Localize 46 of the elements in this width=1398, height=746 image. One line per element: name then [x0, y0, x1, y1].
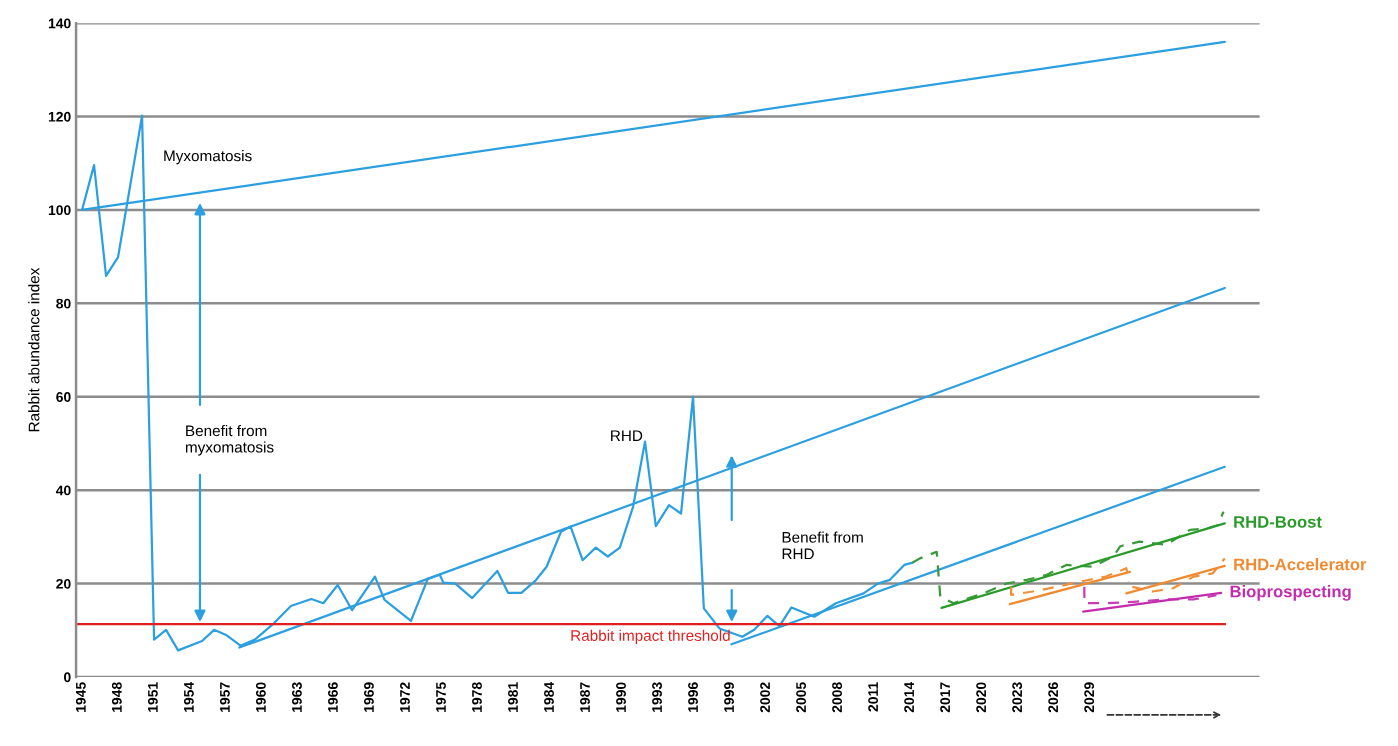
y-tick-label: 60: [56, 392, 71, 402]
x-tick-label: 1990: [616, 682, 626, 712]
annotation: Benefit from RHD: [782, 531, 863, 560]
x-tick-label: 2023: [1012, 682, 1023, 713]
x-tick-label: 1975: [436, 682, 446, 712]
x-tick-label: 1948: [111, 682, 122, 712]
x-tick-label: 2002: [760, 682, 770, 713]
x-tick-label: 1960: [256, 682, 266, 712]
x-tick-label: 2029: [1084, 682, 1095, 713]
y-tick-label: 120: [48, 111, 71, 122]
x-tick-label: 1945: [75, 682, 86, 712]
x-tick-label: 1981: [508, 682, 518, 712]
y-tick-label: 0: [64, 672, 71, 683]
y-tick-label: 140: [48, 18, 71, 29]
x-tick-label: 2020: [976, 682, 987, 713]
x-tick-label: 1999: [724, 682, 734, 712]
series-label: RHD-Accelerator: [1234, 558, 1367, 571]
x-tick-label: 1996: [688, 682, 698, 712]
y-tick-label: 40: [55, 485, 71, 496]
series-label: RHD-Boost: [1234, 516, 1322, 528]
x-tick-label: 1972: [400, 682, 410, 712]
y-axis-title: Rabbit abundance index: [28, 267, 40, 432]
x-tick-label: 1969: [364, 682, 374, 712]
x-tick-label: 1987: [580, 682, 590, 712]
x-tick-label: 1954: [183, 681, 194, 712]
x-tick-label: 1966: [328, 682, 338, 712]
x-tick-label: 1993: [652, 682, 662, 712]
y-tick-label: 100: [48, 205, 71, 216]
x-tick-label: 1984: [544, 681, 554, 712]
x-tick-label: 1963: [292, 682, 302, 712]
x-tick-label: 2014: [904, 681, 915, 713]
annotation: RHD: [611, 430, 643, 441]
x-tick-label: 2005: [796, 682, 806, 713]
annotation: Myxomatosis: [164, 150, 252, 165]
ref-line-label: Rabbit impact threshold: [571, 629, 730, 645]
x-tick-label: 1951: [147, 682, 158, 712]
x-tick-label: 2011: [868, 682, 879, 712]
x-tick-label: 2008: [832, 682, 842, 713]
x-tick-label: 2026: [1048, 682, 1059, 713]
y-tick-label: 20: [56, 578, 71, 589]
series-label: Bioprospecting: [1230, 585, 1351, 601]
x-tick-label: 2017: [940, 682, 951, 713]
x-tick-label: 1957: [219, 682, 230, 712]
x-tick-label: 1978: [472, 682, 482, 712]
annotation: Benefit from myxomatosis: [185, 424, 274, 456]
y-tick-label: 80: [56, 298, 71, 309]
